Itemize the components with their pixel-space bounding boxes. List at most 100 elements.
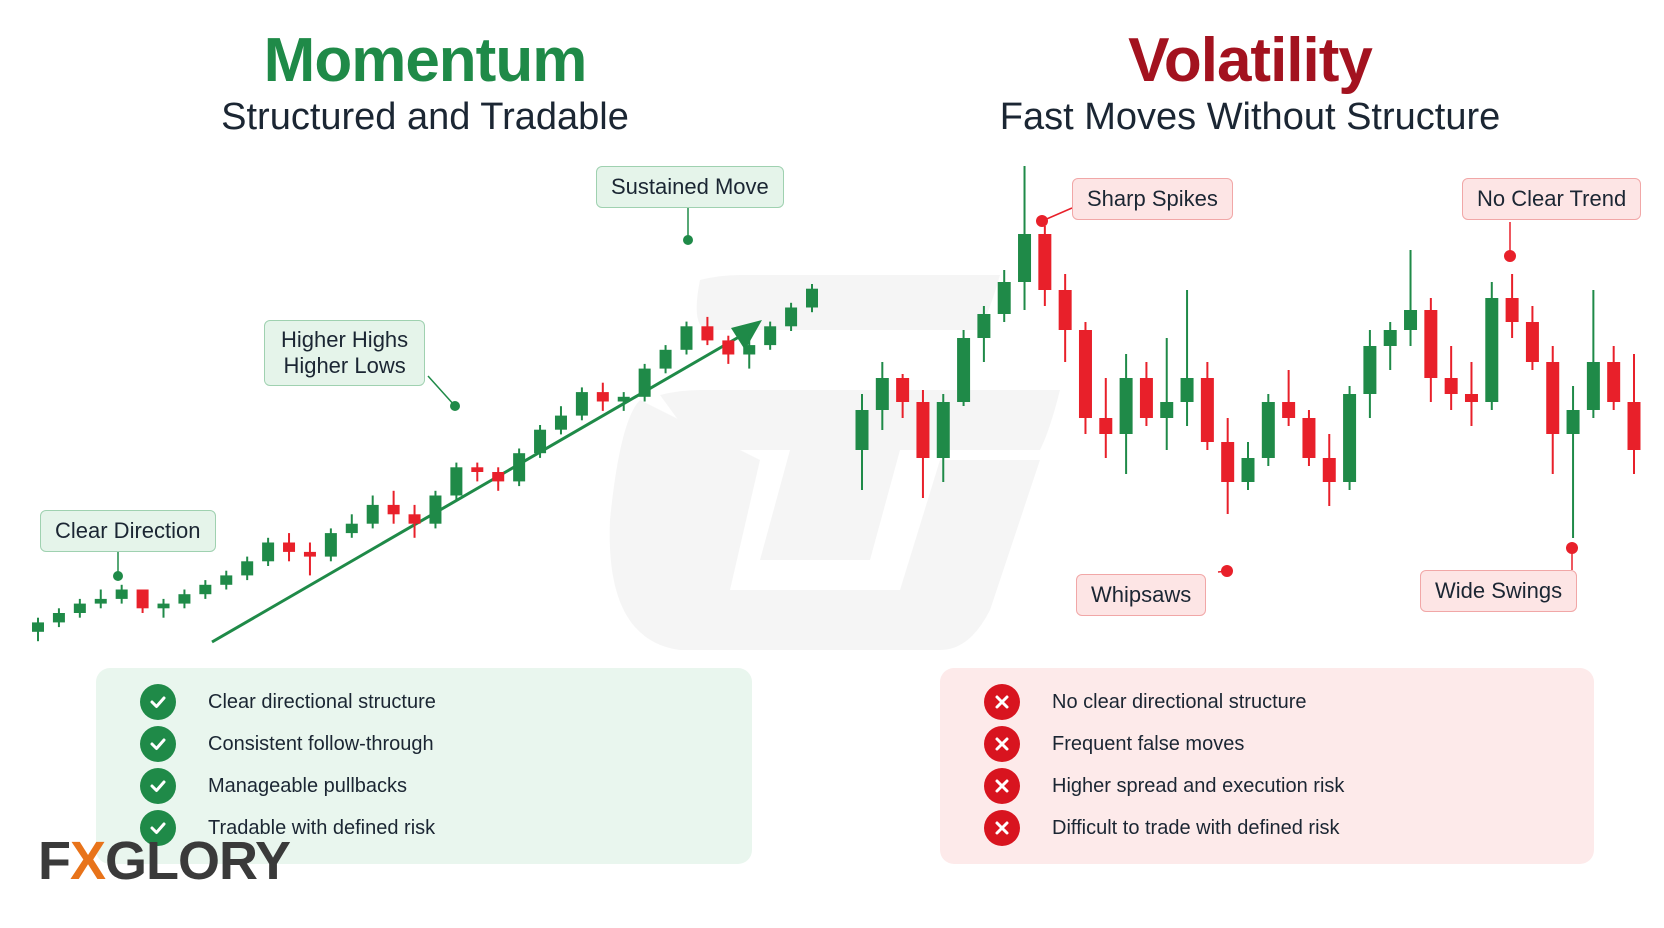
momentum-subtitle: Structured and Tradable <box>221 96 629 138</box>
volatility-candle-body <box>1424 310 1438 378</box>
volatility-point-text: Difficult to trade with defined risk <box>1052 816 1340 839</box>
momentum-candle-body <box>575 392 588 416</box>
callout-sustained-move: Sustained Move <box>596 166 784 208</box>
momentum-candle-body <box>596 392 609 402</box>
momentum-candle-body <box>324 533 337 557</box>
volatility-candle-body <box>1099 418 1113 434</box>
x-icon <box>984 768 1020 804</box>
momentum-candle-body <box>262 542 275 562</box>
x-icon <box>984 810 1020 846</box>
momentum-candle-body <box>785 307 798 327</box>
volatility-candle-body <box>1546 362 1560 434</box>
volatility-candle-body <box>1343 394 1357 482</box>
check-icon <box>140 810 176 846</box>
volatility-candle-body <box>855 410 869 450</box>
momentum-point: Manageable pullbacks <box>140 766 407 806</box>
momentum-point-text: Consistent follow-through <box>208 732 434 755</box>
momentum-candle-body <box>492 472 505 482</box>
logo-part: F <box>38 831 71 891</box>
volatility-candle-body <box>1221 442 1235 482</box>
momentum-candle-body <box>408 514 421 524</box>
volatility-candle-body <box>997 282 1011 314</box>
momentum-candle-body <box>178 594 191 604</box>
momentum-candle-body <box>73 603 86 613</box>
check-icon <box>140 726 176 762</box>
volatility-candle-body <box>875 378 889 410</box>
momentum-candle-body <box>554 415 567 430</box>
volatility-candle-body <box>1200 378 1214 442</box>
volatility-candle-body <box>936 402 950 458</box>
volatility-candle-body <box>1485 298 1499 402</box>
volatility-candle-body <box>1566 410 1580 434</box>
trend-arrow-line <box>211 332 745 644</box>
volatility-candle-body <box>1241 458 1255 482</box>
check-icon <box>140 684 176 720</box>
momentum-candle-body <box>283 542 296 552</box>
logo-x: X <box>70 831 106 891</box>
momentum-point: Consistent follow-through <box>140 724 434 764</box>
momentum-candle-body <box>513 453 526 482</box>
volatility-point-text: Higher spread and execution risk <box>1052 774 1345 797</box>
volatility-candle-body <box>1464 394 1478 402</box>
momentum-point: Tradable with defined risk <box>140 808 435 848</box>
volatility-candle-body <box>1607 362 1621 402</box>
callout-clear-direction: Clear Direction <box>40 510 216 552</box>
callout-higher-highs-lows: Higher Highs Higher Lows <box>264 320 426 386</box>
volatility-candle-body <box>1119 378 1133 434</box>
momentum-point-text: Clear directional structure <box>208 690 436 713</box>
volatility-point-text: Frequent false moves <box>1052 732 1245 755</box>
momentum-candle-body <box>680 326 693 350</box>
watermark-logo <box>609 275 1060 650</box>
callout-higher-lows: Higher Lows <box>283 353 406 378</box>
volatility-candle-body <box>1505 298 1519 322</box>
volatility-candle-body <box>1058 290 1072 330</box>
x-icon <box>984 684 1020 720</box>
momentum-candle-body <box>32 622 44 632</box>
volatility-candle-body <box>1322 458 1336 482</box>
momentum-candle-body <box>722 340 735 355</box>
momentum-candles <box>32 284 818 642</box>
callout-whipsaws: Whipsaws <box>1076 574 1207 616</box>
momentum-candle-body <box>387 504 400 515</box>
volatility-candle-body <box>1363 346 1377 394</box>
momentum-candle-body <box>303 551 316 557</box>
momentum-points-panel: Clear directional structure Consistent f… <box>96 668 752 864</box>
volatility-candle-body <box>1302 418 1316 458</box>
callout-higher-highs: Higher Highs <box>281 327 409 352</box>
volatility-point-text: No clear directional structure <box>1052 690 1307 713</box>
momentum-point-text: Manageable pullbacks <box>208 774 408 797</box>
volatility-candle-body <box>977 314 991 338</box>
momentum-candle-body <box>366 504 379 524</box>
momentum-candle-body <box>701 326 714 341</box>
volatility-candles <box>855 166 1641 538</box>
volatility-candle-body <box>1383 330 1397 346</box>
volatility-candle-body <box>1404 310 1418 330</box>
volatility-candle-body <box>957 338 971 402</box>
fxglory-logo: FXGLORY <box>38 831 291 891</box>
volatility-points-panel: No clear directional structure Frequent … <box>940 668 1594 864</box>
callout-sharp-spikes: Sharp Spikes <box>1072 178 1233 220</box>
volatility-point: Higher spread and execution risk <box>984 766 1344 806</box>
momentum-candle-body <box>115 589 128 599</box>
momentum-candle-body <box>345 523 358 534</box>
callout-no-clear-trend: No Clear Trend <box>1462 178 1642 220</box>
volatility-candle-body <box>1180 378 1194 402</box>
trend-arrow-head <box>731 320 762 350</box>
momentum-candle-body <box>764 326 777 346</box>
momentum-candle-body <box>534 429 547 454</box>
momentum-candle-body <box>220 575 233 585</box>
momentum-candle-body <box>199 584 212 595</box>
momentum-point-text: Tradable with defined risk <box>208 816 436 839</box>
volatility-candle-body <box>1160 402 1174 418</box>
momentum-candle-body <box>450 467 463 496</box>
volatility-candle-body <box>1282 402 1296 418</box>
volatility-candle-body <box>1018 234 1032 282</box>
volatility-candle-body <box>1586 362 1600 410</box>
momentum-candle-body <box>471 467 484 472</box>
callout-connectors <box>113 206 1578 581</box>
momentum-title: Momentum <box>263 26 588 95</box>
momentum-candle-body <box>94 598 107 604</box>
momentum-candle-body <box>743 345 756 355</box>
check-icon <box>140 768 176 804</box>
